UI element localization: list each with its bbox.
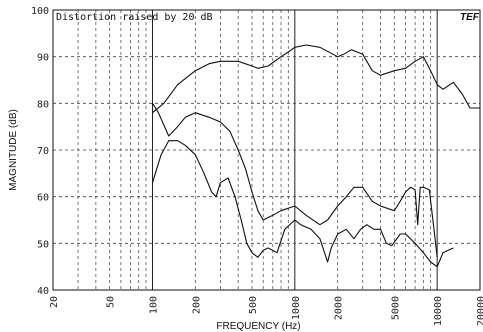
y-tick-label: 90 (37, 53, 49, 64)
x-tick-label: 100 (148, 296, 159, 314)
y-axis-label: MAGNITUDE (dB) (8, 109, 19, 191)
series-line-1 (152, 44, 480, 114)
chart-annotation: Distortion raised by 20 dB (56, 12, 213, 23)
x-tick-label: 2000 (334, 296, 345, 320)
y-tick-label: 50 (37, 239, 49, 250)
x-tick-label: 1000 (291, 296, 302, 320)
x-axis-label: FREQUENCY (Hz) (216, 321, 300, 332)
y-tick-label: 60 (37, 193, 49, 204)
y-tick-label: 40 (37, 286, 49, 297)
x-tick-label: 50 (106, 296, 117, 308)
series-line-3 (151, 140, 454, 268)
brand-logo: TEF (460, 12, 480, 23)
x-tick-labels: 20 50 100 200 500 1000 2000 5000 10000 20000 (49, 296, 483, 326)
x-tick-label: 20 (49, 296, 60, 308)
y-tick-labels: 40 50 60 70 80 90 100 (31, 6, 49, 297)
x-tick-label: 5000 (390, 296, 401, 320)
series-line-2 (152, 103, 438, 258)
x-tick-label: 200 (191, 296, 202, 314)
x-tick-label: 10000 (433, 296, 444, 326)
y-tick-label: 80 (37, 99, 49, 110)
x-tick-label: 20000 (476, 296, 483, 326)
y-tick-label: 70 (37, 146, 49, 157)
y-tick-label: 100 (31, 6, 49, 17)
x-tick-label: 500 (248, 296, 259, 314)
series-layer (151, 44, 480, 268)
plot-frame (52, 9, 481, 291)
